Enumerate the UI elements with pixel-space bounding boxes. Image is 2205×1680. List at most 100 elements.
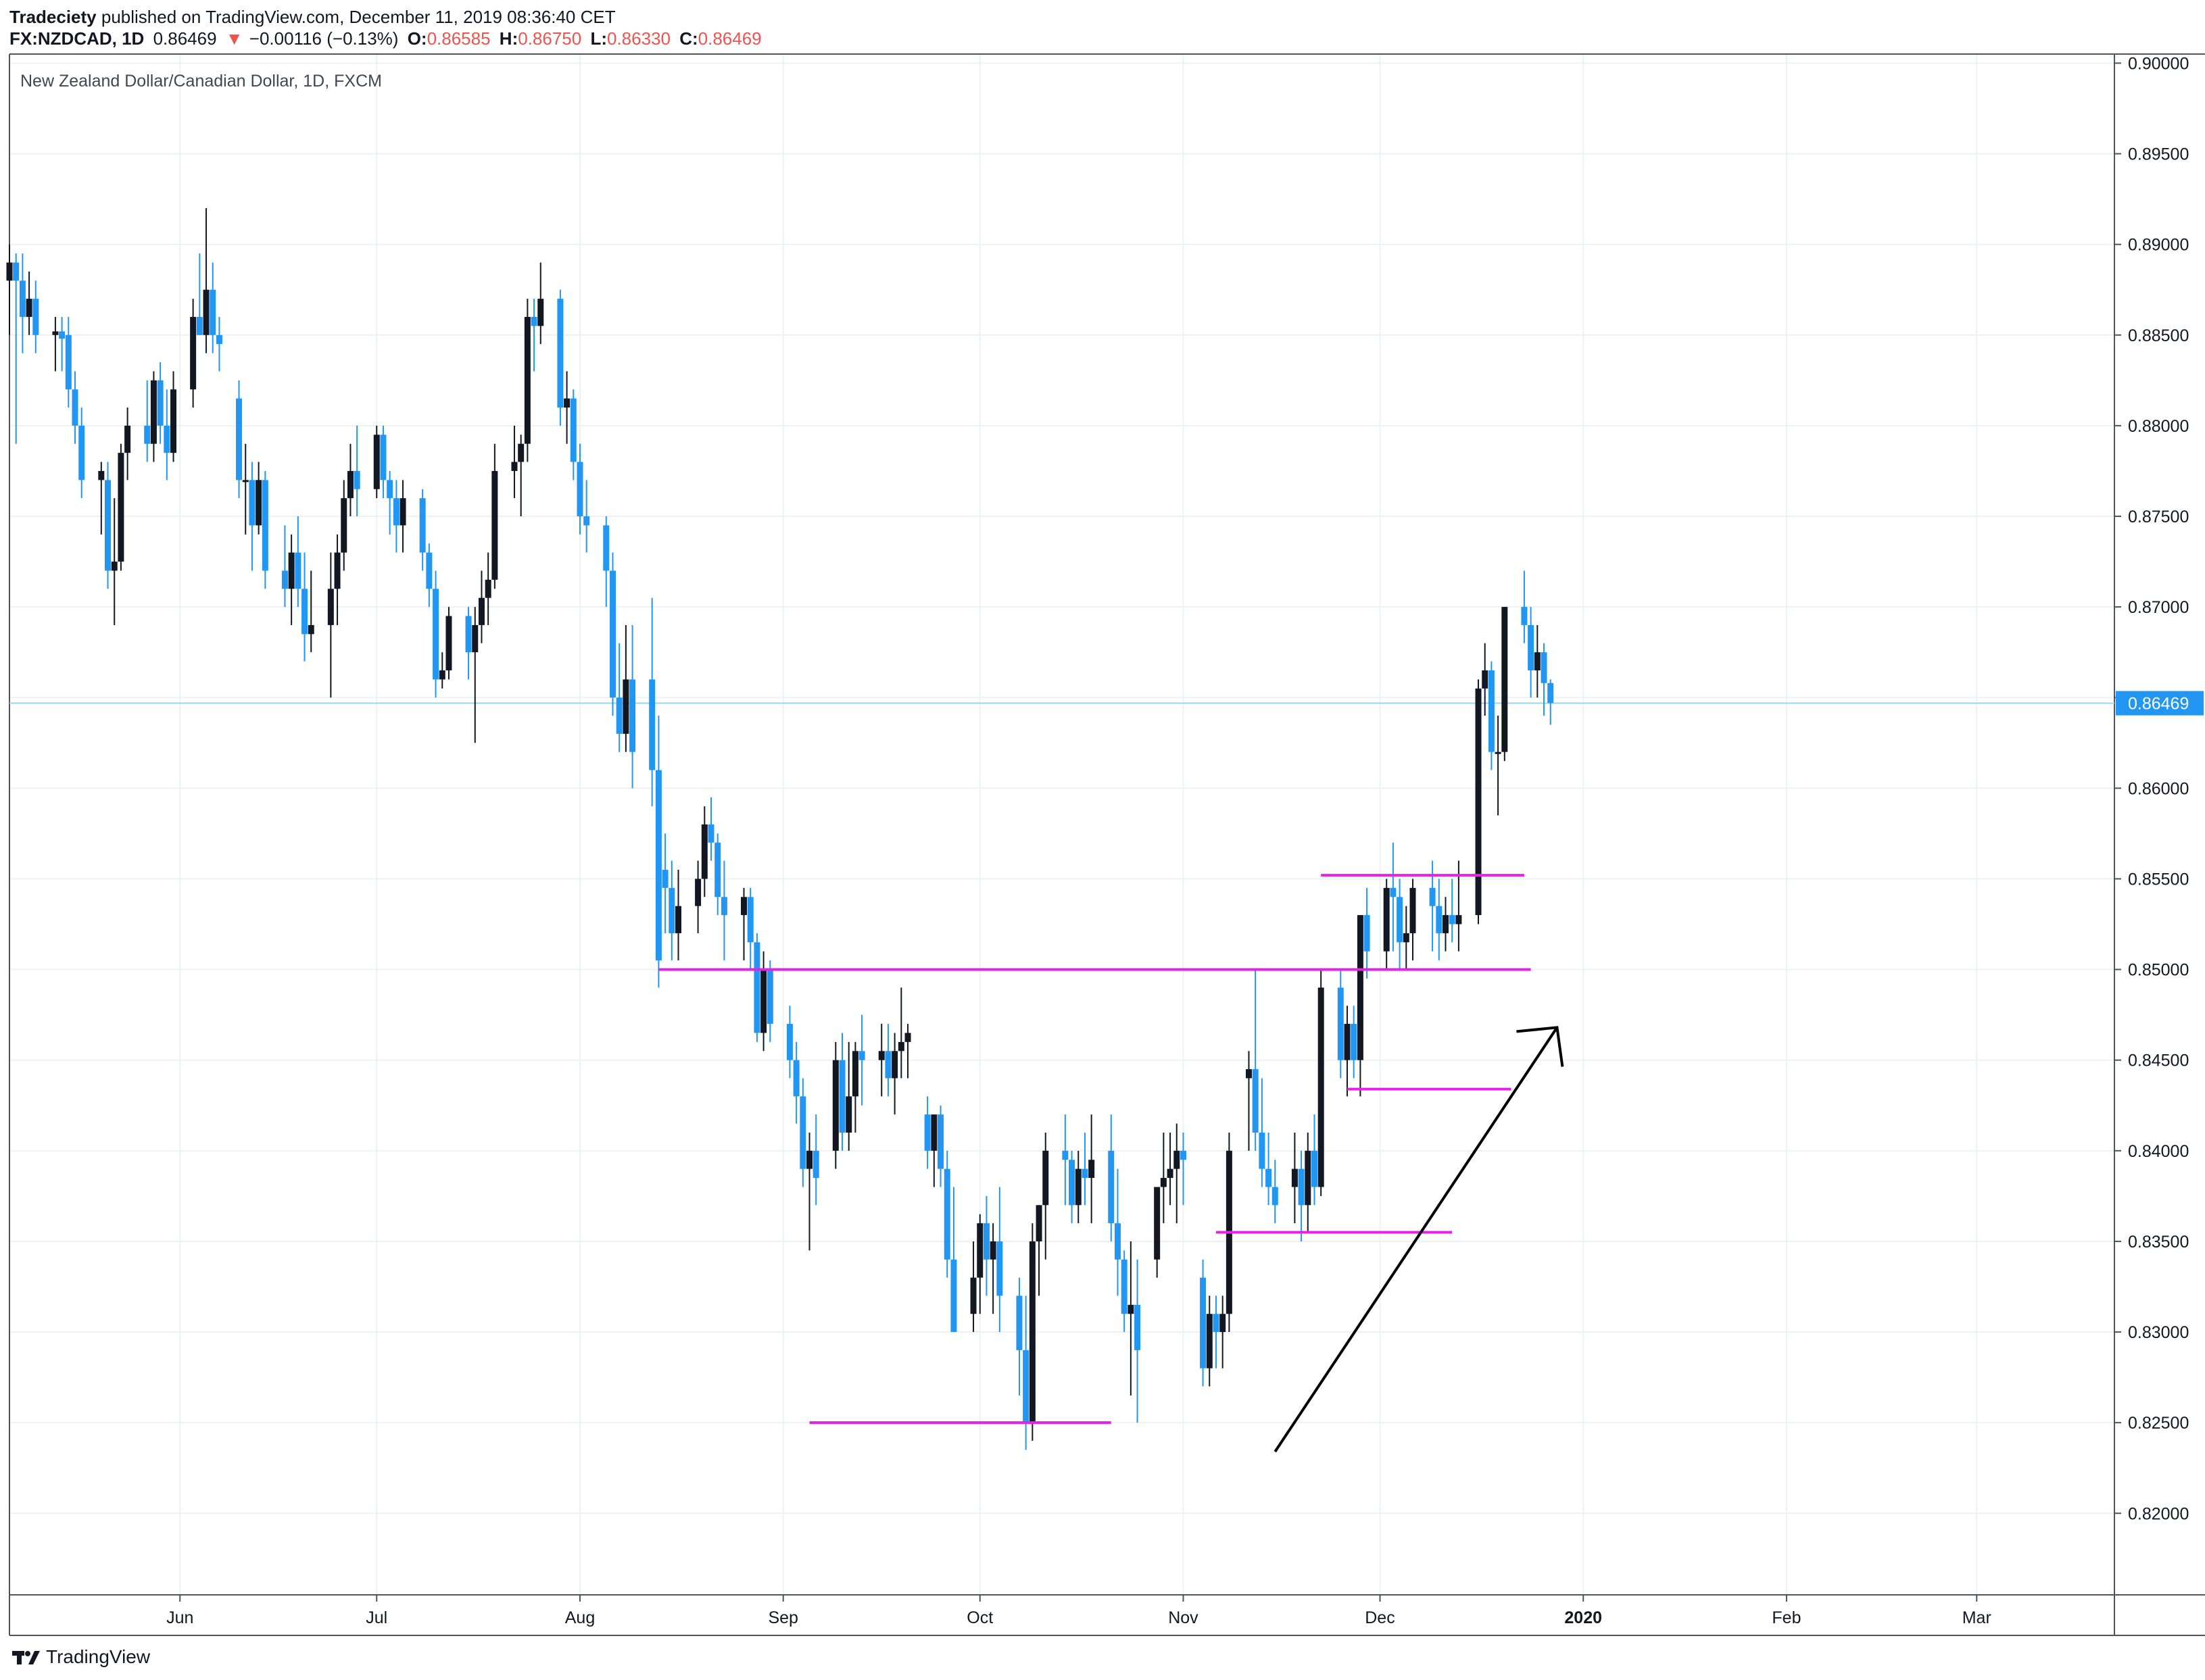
candle-body [1541, 652, 1547, 683]
candle [1180, 1133, 1186, 1206]
candle [904, 1024, 911, 1079]
candle [13, 253, 20, 444]
candle [1121, 1250, 1128, 1333]
close-label: C: [679, 28, 698, 49]
publish-info: Tradeciety published on TradingView.com,… [9, 7, 616, 27]
candle [1501, 607, 1508, 762]
candle-body [1114, 1223, 1121, 1260]
candle [1200, 1259, 1207, 1387]
candle-body [603, 525, 610, 571]
candle [754, 933, 760, 1042]
candle [721, 860, 727, 961]
candle [1252, 969, 1259, 1151]
ohlc-legend: FX:NZDCAD, 1D 0.86469 ▼ −0.00116 (−0.13%… [9, 28, 766, 49]
trend-arrow-line [1274, 1027, 1559, 1453]
candle-body [341, 498, 347, 553]
candle-body [433, 589, 439, 680]
x-tick-label: Oct [967, 1608, 993, 1627]
candle [885, 1024, 892, 1097]
candle [445, 607, 452, 680]
candle [249, 462, 256, 571]
candle-body [236, 398, 243, 480]
y-tick-label: 0.85000 [2128, 961, 2189, 980]
candle-body [26, 299, 32, 317]
candle [1298, 1150, 1305, 1241]
candle [301, 552, 308, 662]
candle [1291, 1133, 1298, 1224]
candle-body [1173, 1150, 1180, 1169]
candle [931, 1114, 938, 1187]
candle [118, 443, 124, 571]
candle [1449, 879, 1455, 943]
candle [714, 833, 721, 916]
candle-body [1311, 1150, 1317, 1187]
candle-body [950, 1259, 957, 1333]
chart-title: New Zealand Dollar/Canadian Dollar, 1D, … [20, 72, 382, 91]
candle [308, 570, 314, 653]
candle [327, 552, 334, 698]
candle [629, 624, 636, 789]
candle [741, 887, 748, 961]
candle [924, 1096, 931, 1169]
candle-body [1409, 887, 1416, 933]
candle-body [190, 316, 197, 390]
candle-body [1042, 1150, 1049, 1206]
candle-body [1455, 915, 1462, 924]
candle-body [1351, 1024, 1357, 1060]
publisher-name[interactable]: Tradeciety [9, 7, 97, 27]
x-tick-label: Sep [768, 1608, 798, 1627]
candle-body [977, 1223, 984, 1278]
candle [1213, 1295, 1219, 1368]
candle [26, 271, 32, 335]
candle [813, 1114, 819, 1206]
candle-body [1383, 887, 1390, 952]
candle-body [1344, 1024, 1351, 1060]
candle-body [990, 1241, 996, 1260]
candle-body [491, 470, 498, 580]
candle [1167, 1133, 1173, 1206]
candle-body [354, 470, 360, 489]
candle-body [308, 624, 314, 635]
candle-body [256, 480, 262, 526]
candle-body [1501, 607, 1508, 752]
candle [1016, 1277, 1023, 1395]
candle-body [1075, 1168, 1082, 1206]
candle-body [393, 498, 399, 526]
y-tick-label: 0.84500 [2128, 1052, 2189, 1070]
candle [603, 516, 610, 608]
candle-body [846, 1096, 852, 1133]
candle [760, 951, 767, 1052]
candle [1541, 643, 1547, 716]
candle-body [1521, 607, 1528, 625]
candle [65, 316, 72, 408]
symbol-label[interactable]: FX:NZDCAD, 1D [9, 28, 145, 49]
candle-body [1403, 933, 1409, 943]
candle-body [695, 879, 702, 906]
candle [616, 643, 623, 752]
candle-body [1429, 887, 1436, 906]
candle-body [852, 1051, 858, 1097]
candle [1547, 679, 1554, 725]
candle [1114, 1168, 1121, 1296]
candle-body [203, 289, 210, 335]
candle-body [524, 316, 531, 444]
candle-body [898, 1041, 904, 1052]
candle-body [1219, 1314, 1226, 1333]
candle-body [144, 425, 151, 444]
candle [196, 253, 203, 335]
candle-body [800, 1096, 806, 1169]
candle [655, 716, 662, 988]
footer-brand[interactable]: TradingView [46, 1646, 151, 1667]
candle-body [557, 299, 564, 408]
candle-body [216, 335, 222, 345]
candle-body [655, 770, 662, 961]
candle [334, 534, 341, 625]
y-tick-label: 0.84000 [2128, 1142, 2189, 1161]
candle-body [1271, 1187, 1278, 1206]
candle [747, 887, 754, 970]
candle-body [892, 1051, 898, 1079]
candle-body [1108, 1150, 1115, 1224]
candle-body [996, 1241, 1003, 1296]
candle-body [327, 589, 334, 625]
